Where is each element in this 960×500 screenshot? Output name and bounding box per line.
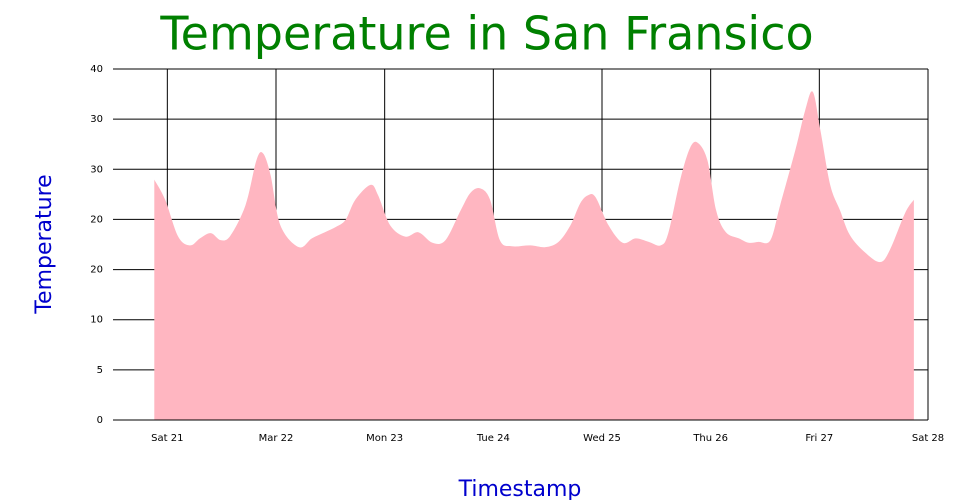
x-tick-label: Tue 24 xyxy=(476,433,510,444)
y-tick-label: 10 xyxy=(90,315,103,326)
chart-title: Temperature in San Fransico xyxy=(159,7,813,61)
x-tick-label: Fri 27 xyxy=(805,433,833,444)
y-tick-label: 5 xyxy=(97,365,103,376)
x-axis-label: Timestamp xyxy=(458,477,582,500)
y-tick-label: 20 xyxy=(90,214,103,225)
x-tick-label: Mar 22 xyxy=(259,433,294,444)
x-tick-label: Sat 28 xyxy=(912,433,944,444)
x-tick-label: Wed 25 xyxy=(583,433,621,444)
y-tick-label: 30 xyxy=(90,114,103,125)
area xyxy=(154,91,914,421)
y-tick-label: 0 xyxy=(97,415,103,426)
x-tick-label: Mon 23 xyxy=(366,433,403,444)
x-tick-label: Sat 21 xyxy=(151,433,183,444)
y-tick-label: 40 xyxy=(90,64,103,75)
x-tick-label: Thu 26 xyxy=(692,433,728,444)
y-tick-label: 20 xyxy=(90,265,103,276)
y-tick-label: 30 xyxy=(90,164,103,175)
y-axis-label: Temperature xyxy=(32,174,57,314)
